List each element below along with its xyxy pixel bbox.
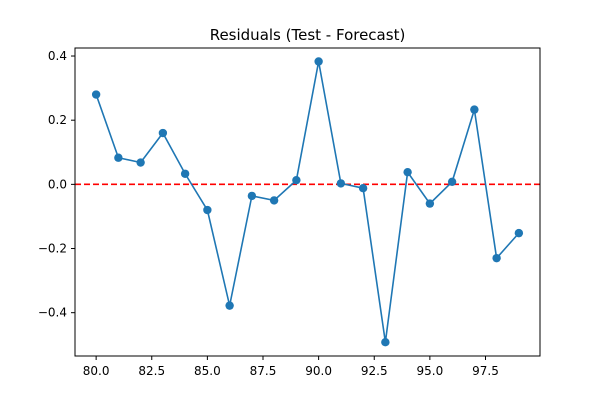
y-tick-label: 0.4 xyxy=(48,49,67,63)
data-point xyxy=(425,199,435,208)
y-tick-label: 0.0 xyxy=(48,177,67,191)
y-tick-label: −0.2 xyxy=(38,242,67,256)
x-tick-label: 82.5 xyxy=(138,364,165,378)
data-point xyxy=(269,196,279,205)
x-tick-label: 92.5 xyxy=(361,364,388,378)
data-point xyxy=(314,57,323,66)
chart-title: Residuals (Test - Forecast) xyxy=(210,26,406,44)
y-tick-label: 0.2 xyxy=(48,113,67,127)
data-point xyxy=(358,184,368,193)
data-point xyxy=(470,105,479,114)
data-point xyxy=(336,179,346,188)
data-point xyxy=(247,191,257,201)
data-point xyxy=(180,169,190,178)
data-point xyxy=(492,253,501,263)
data-point xyxy=(158,128,168,138)
x-tick-label: 97.5 xyxy=(472,364,499,378)
data-point xyxy=(381,338,390,347)
data-point xyxy=(292,175,301,185)
data-point xyxy=(114,153,123,162)
data-point xyxy=(91,90,101,99)
x-tick-label: 90.0 xyxy=(305,364,332,378)
data-point xyxy=(203,205,212,215)
data-marks xyxy=(91,57,524,347)
axis-ticks: 80.0 82.5 85.0 87.5 90.0 92.5 95.0 97.5 0.4 0.2 0.… xyxy=(38,49,499,378)
data-point xyxy=(136,158,145,167)
x-tick-label: 85.0 xyxy=(194,364,221,378)
data-point xyxy=(225,301,234,310)
x-tick-label: 80.0 xyxy=(83,364,110,378)
x-tick-label: 95.0 xyxy=(417,364,444,378)
axes-frame xyxy=(74,47,541,357)
series-line xyxy=(95,61,520,343)
data-point xyxy=(447,177,457,186)
data-point xyxy=(403,167,412,177)
data-point xyxy=(514,228,524,238)
x-tick-label: 87.5 xyxy=(250,364,277,378)
y-tick-label: −0.4 xyxy=(38,306,67,320)
